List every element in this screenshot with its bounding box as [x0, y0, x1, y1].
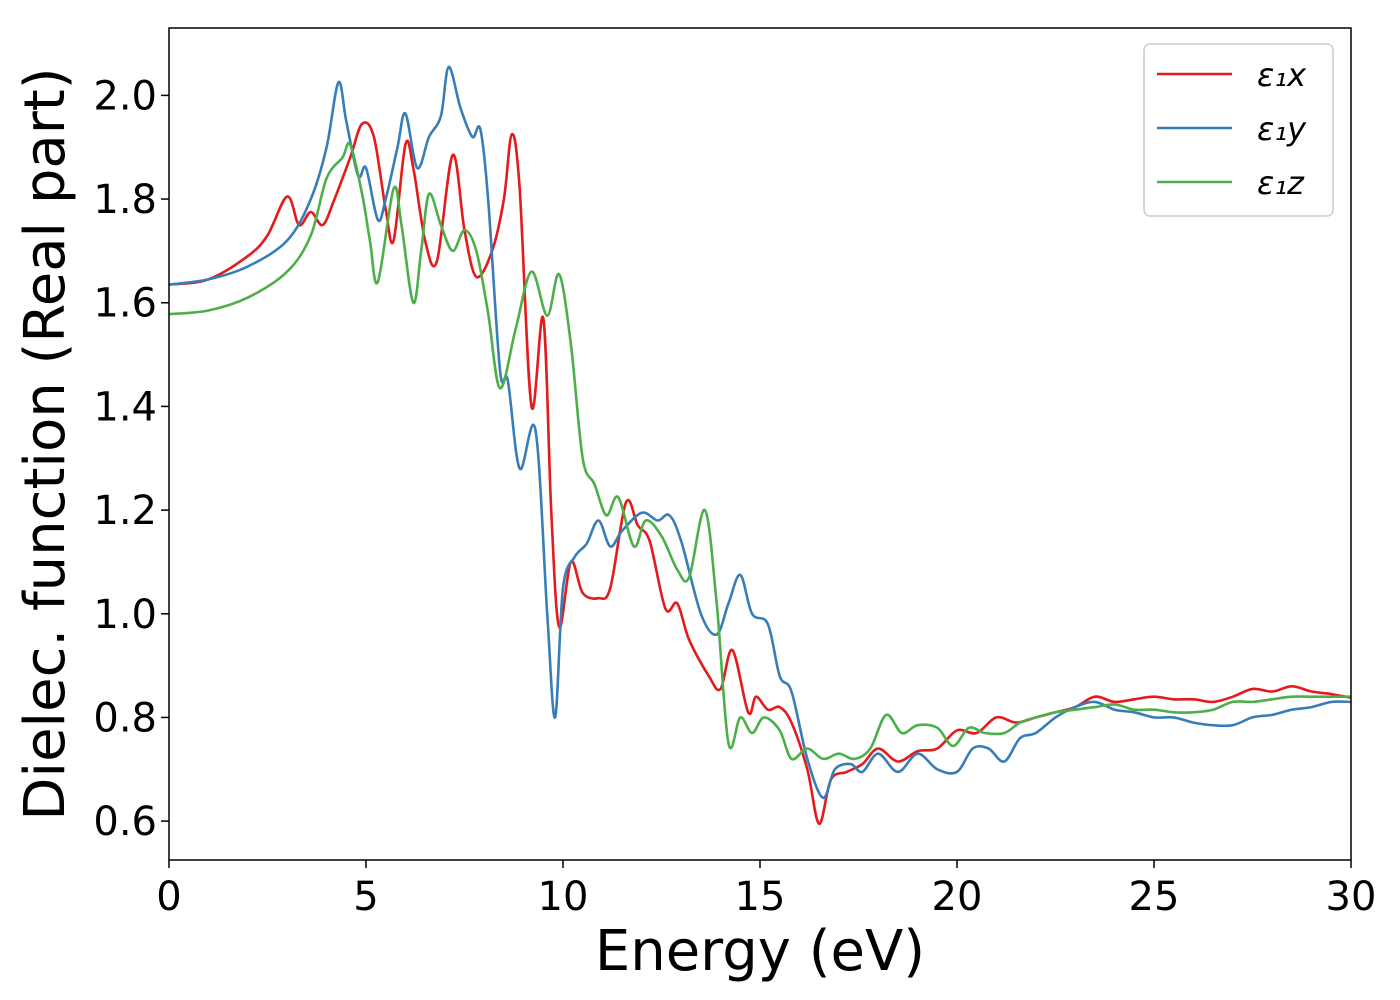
x-tick-label: 15	[735, 874, 786, 920]
y-tick-label: 1.4	[93, 384, 157, 430]
x-axis-label: Energy (eV)	[595, 919, 925, 984]
x-tick-label: 30	[1326, 874, 1377, 920]
y-tick-label: 1.8	[93, 177, 157, 223]
series-line-0	[168, 121, 1352, 826]
x-tick-label: 10	[538, 874, 589, 920]
x-tick-label: 5	[353, 874, 378, 920]
x-tick-label: 25	[1129, 874, 1180, 920]
legend-box	[1143, 43, 1334, 217]
legend-label-0: ε₁x	[1257, 56, 1307, 94]
y-axis-label: Dielec. function (Real part)	[13, 67, 78, 820]
legend: ε₁x ε₁y ε₁z	[1143, 43, 1334, 217]
x-tick-label: 20	[932, 874, 983, 920]
y-tick-label: 1.2	[93, 488, 157, 534]
x-tick-label: 0	[156, 874, 181, 920]
x-axis: 0 5 10 15 20 25 30	[156, 860, 1376, 920]
y-tick-label: 1.6	[93, 281, 157, 327]
legend-label-1: ε₁y	[1257, 110, 1307, 148]
y-tick-label: 1.0	[93, 592, 157, 638]
y-tick-label: 2.0	[93, 73, 157, 119]
y-tick-label: 0.8	[93, 695, 157, 741]
series-layer	[168, 65, 1352, 826]
series-line-1	[168, 65, 1352, 800]
y-axis: 0.6 0.8 1.0 1.2 1.4 1.6 1.8 2.0	[93, 73, 169, 845]
y-tick-label: 0.6	[93, 799, 157, 845]
series-line-2	[168, 141, 1351, 761]
legend-label-2: ε₁z	[1257, 164, 1305, 202]
